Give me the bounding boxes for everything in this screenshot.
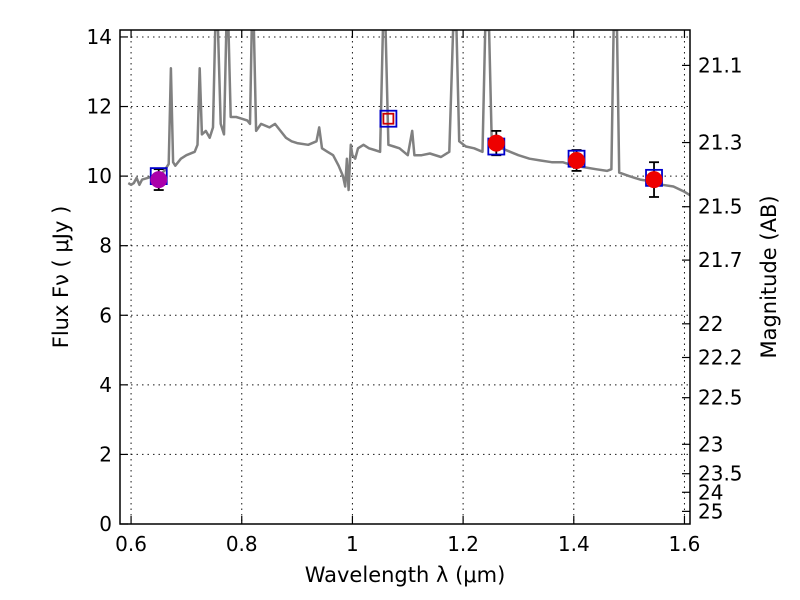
x-tick-label-2: 1 [346,532,359,556]
y2-tick-label-5: 22.2 [698,345,743,369]
observed-point-0 [150,171,168,189]
y-tick-label-7: 14 [87,25,112,49]
y-tick-label-5: 10 [87,164,112,188]
y2-axis-label: Magnitude (AB) [757,195,781,358]
observed-point-3 [645,171,663,189]
model-box-inner-0 [382,112,395,125]
y2-tick-label-10: 25 [698,499,723,523]
spectrum-series [127,30,690,197]
observed-point-2 [568,151,586,169]
model-photometry-boxes [149,109,663,187]
x-tick-label-3: 1.2 [447,532,479,556]
observed-point-1 [487,134,505,152]
y-tick-label-4: 8 [99,234,112,258]
y-tick-label-3: 6 [99,303,112,327]
y2-tick-label-1: 21.3 [698,131,743,155]
x-tick-label-4: 1.4 [558,532,590,556]
y2-tick-label-0: 21.1 [698,53,743,77]
plot-frame [119,29,691,525]
y-axis-label: Flux Fν ( μJy ) [49,206,73,349]
x-tick-label-1: 0.8 [226,532,258,556]
y-tick-label-1: 2 [99,442,112,466]
y-tick-label-0: 0 [99,512,112,536]
y2-tick-label-4: 22 [698,312,723,336]
y2-tick-label-9: 24 [698,480,723,504]
axis-ticks [120,30,690,525]
y-tick-label-2: 4 [99,373,112,397]
y2-tick-label-7: 23 [698,432,723,456]
y2-tick-label-6: 22.5 [698,386,743,410]
y2-tick-label-8: 23.5 [698,462,743,486]
x-axis-label: Wavelength λ (μm) [305,563,506,587]
observed-photometry-points [150,134,663,189]
model-box-1 [379,109,398,128]
x-tick-label-5: 1.6 [669,532,701,556]
y2-tick-label-2: 21.5 [698,195,743,219]
y2-tick-label-3: 21.7 [698,248,743,272]
y-tick-label-6: 12 [87,95,112,119]
grid-lines [120,30,690,525]
axis-tick-labels: 0.6 0.8 1 1.2 1.4 1.60246810121421.121.321.52… [87,25,743,556]
x-tick-label-0: 0.6 [115,532,147,556]
spectrum-line [127,30,690,197]
